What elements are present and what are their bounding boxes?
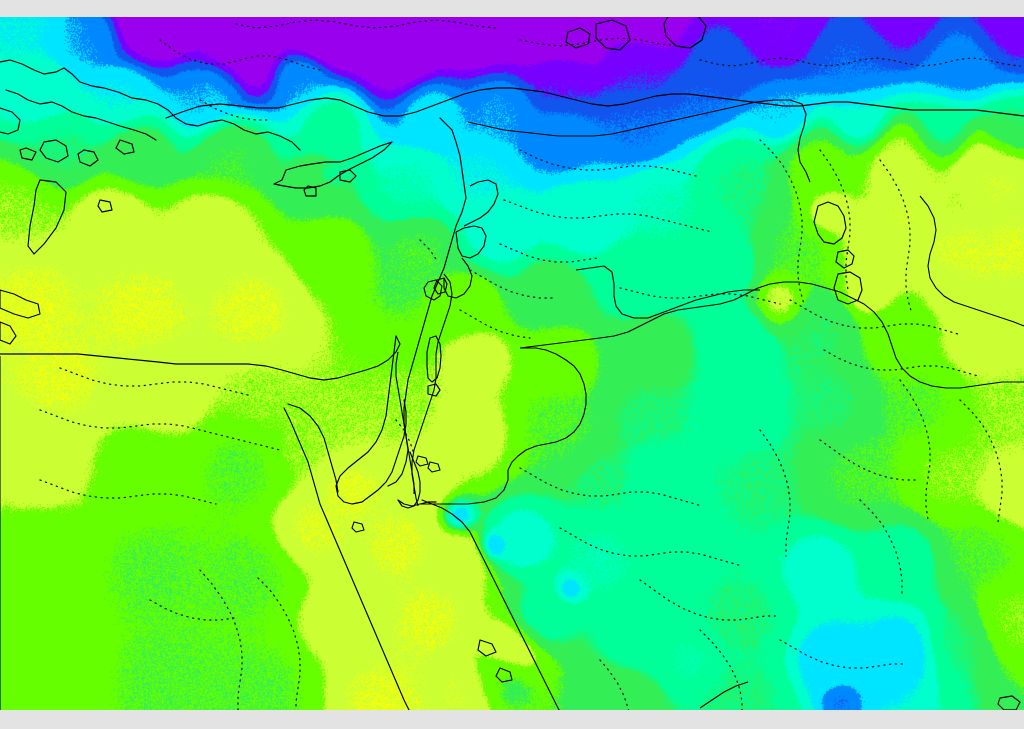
bottom-info-bar xyxy=(0,710,1024,729)
top-info-bar xyxy=(0,0,1024,17)
